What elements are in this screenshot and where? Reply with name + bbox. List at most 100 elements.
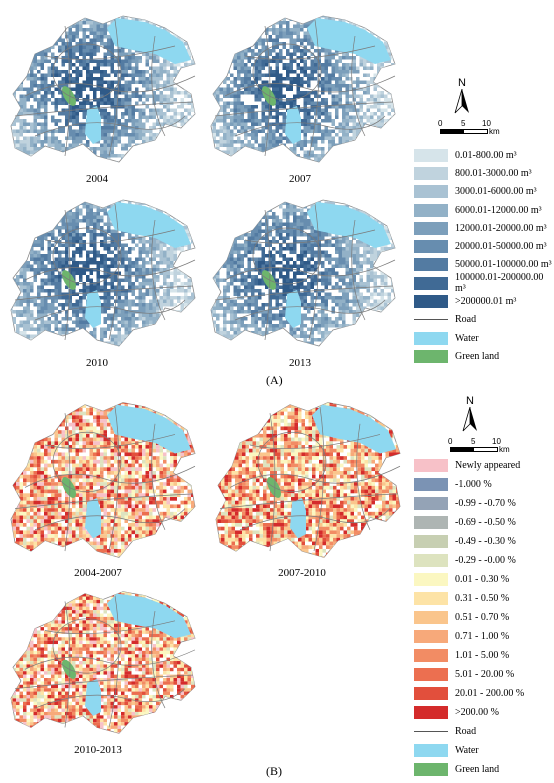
road-line [308, 203, 320, 341]
scale-bar-graphic [440, 129, 488, 134]
scale-tick: 0 [438, 119, 443, 128]
legend-swatch [414, 516, 448, 529]
road-line [151, 219, 166, 321]
scale-tick: 5 [461, 119, 466, 128]
legend-label: -0.49 - -0.30 % [455, 536, 516, 547]
legend-item: -1.000 % [414, 475, 554, 494]
road-line [351, 219, 366, 321]
legend-item: 5.01 - 20.00 % [414, 665, 554, 684]
north-arrow-icon [462, 406, 477, 432]
legend-swatch [414, 240, 448, 254]
legend-item: 6000.01-12000.00 m³ [414, 201, 554, 219]
road-line [44, 620, 176, 635]
legend-swatch [414, 630, 448, 643]
legend-swatch [414, 331, 448, 345]
legend-item: -0.69 - -0.50 % [414, 513, 554, 532]
road-line [249, 434, 381, 449]
legend-item: 20000.01-50000.00 m³ [414, 237, 554, 255]
scale-tick: 0 [448, 437, 453, 446]
road-line [44, 434, 176, 449]
legend-item: >200.00 % [414, 703, 554, 722]
road-line [264, 25, 271, 157]
legend-label: 0.01-800.00 m³ [455, 149, 517, 161]
legend-label: -0.99 - -0.70 % [455, 498, 516, 509]
road-line [224, 259, 396, 281]
legend-label: Green land [455, 764, 500, 775]
legend-label: -0.69 - -0.50 % [455, 517, 516, 528]
legend-item: 0.51 - 0.70 % [414, 608, 554, 627]
legend-item-green: Green land [414, 760, 554, 779]
road-line [24, 259, 196, 281]
road-line [244, 229, 376, 244]
road-line [151, 611, 166, 709]
scale-unit: km [489, 127, 500, 136]
lake [85, 290, 101, 328]
road-line [151, 35, 166, 137]
road-line [64, 25, 71, 157]
legend-label: 3000.01-6000.00 m³ [455, 186, 537, 198]
road-line [257, 432, 327, 492]
legend-item: -0.99 - -0.70 % [414, 494, 554, 513]
road-line [64, 209, 71, 341]
legend-label: 1.01 - 5.00 % [455, 650, 510, 661]
legend-label: 6000.01-12000.00 m³ [455, 204, 542, 216]
north-label: N [466, 395, 474, 407]
map-caption-2007-2010: 2007-2010 [278, 567, 326, 579]
road-line [34, 115, 186, 137]
road-line [229, 465, 401, 488]
legend-label: 12000.01-20000.00 m³ [455, 222, 547, 234]
legend-swatch [414, 535, 448, 548]
road-line [219, 493, 399, 510]
panel-label-a: (A) [266, 373, 283, 387]
map-2004-2007 [10, 402, 196, 558]
road-line [356, 423, 371, 531]
road-line [108, 406, 120, 552]
legend-label: 20.01 - 200.00 % [455, 688, 525, 699]
road-line [64, 413, 71, 552]
legend-label: 0.71 - 1.00 % [455, 631, 510, 642]
legend-swatch [414, 478, 448, 491]
legend-swatch [414, 649, 448, 662]
north-arrow-b: N [460, 396, 480, 438]
legend-label: >200000.01 m³ [455, 296, 517, 308]
road-line [252, 43, 322, 101]
road-line [313, 406, 325, 552]
legend-swatch [414, 258, 448, 272]
road-line [239, 508, 391, 531]
legend-item: 800.01-3000.00 m³ [414, 164, 554, 182]
scale-tick: 5 [471, 437, 476, 446]
legend-label: 0.51 - 0.70 % [455, 612, 510, 623]
legend-label: Newly appeared [455, 460, 521, 471]
legend-swatch [414, 668, 448, 681]
legend-item: 100000.01-200000.00 m³ [414, 272, 554, 294]
map-caption-2007: 2007 [289, 173, 311, 185]
legend-swatch [414, 763, 448, 776]
road-line [14, 101, 194, 117]
road-line [151, 423, 166, 531]
legend-label: Water [455, 332, 479, 344]
water-body [107, 593, 191, 639]
water-body [107, 202, 191, 248]
map-2007 [210, 15, 396, 163]
legend-swatch [414, 744, 448, 757]
map-2010 [10, 199, 196, 347]
legend-swatch [414, 349, 448, 363]
legend-label: 5.01 - 20.00 % [455, 669, 515, 680]
legend-label: -1.000 % [455, 479, 492, 490]
legend-label: 20000.01-50000.00 m³ [455, 241, 547, 253]
road-line [308, 19, 320, 157]
scale-tick: 10 [482, 119, 491, 128]
legend-change-rate: Newly appeared -1.000 % -0.99 - -0.70 % -0.… [414, 456, 554, 779]
legend-swatch [414, 497, 448, 510]
legend-item: 20.01 - 200.00 % [414, 684, 554, 703]
legend-item-water: Water [414, 741, 554, 760]
water-body [107, 404, 191, 454]
water-body [307, 18, 391, 64]
scale-tick: 10 [492, 437, 501, 446]
road-line [14, 493, 194, 510]
road-line [24, 649, 196, 670]
north-arrow-a: N [452, 78, 472, 120]
road-line [34, 508, 186, 531]
road-line [14, 285, 194, 301]
legend-swatch [414, 554, 448, 567]
